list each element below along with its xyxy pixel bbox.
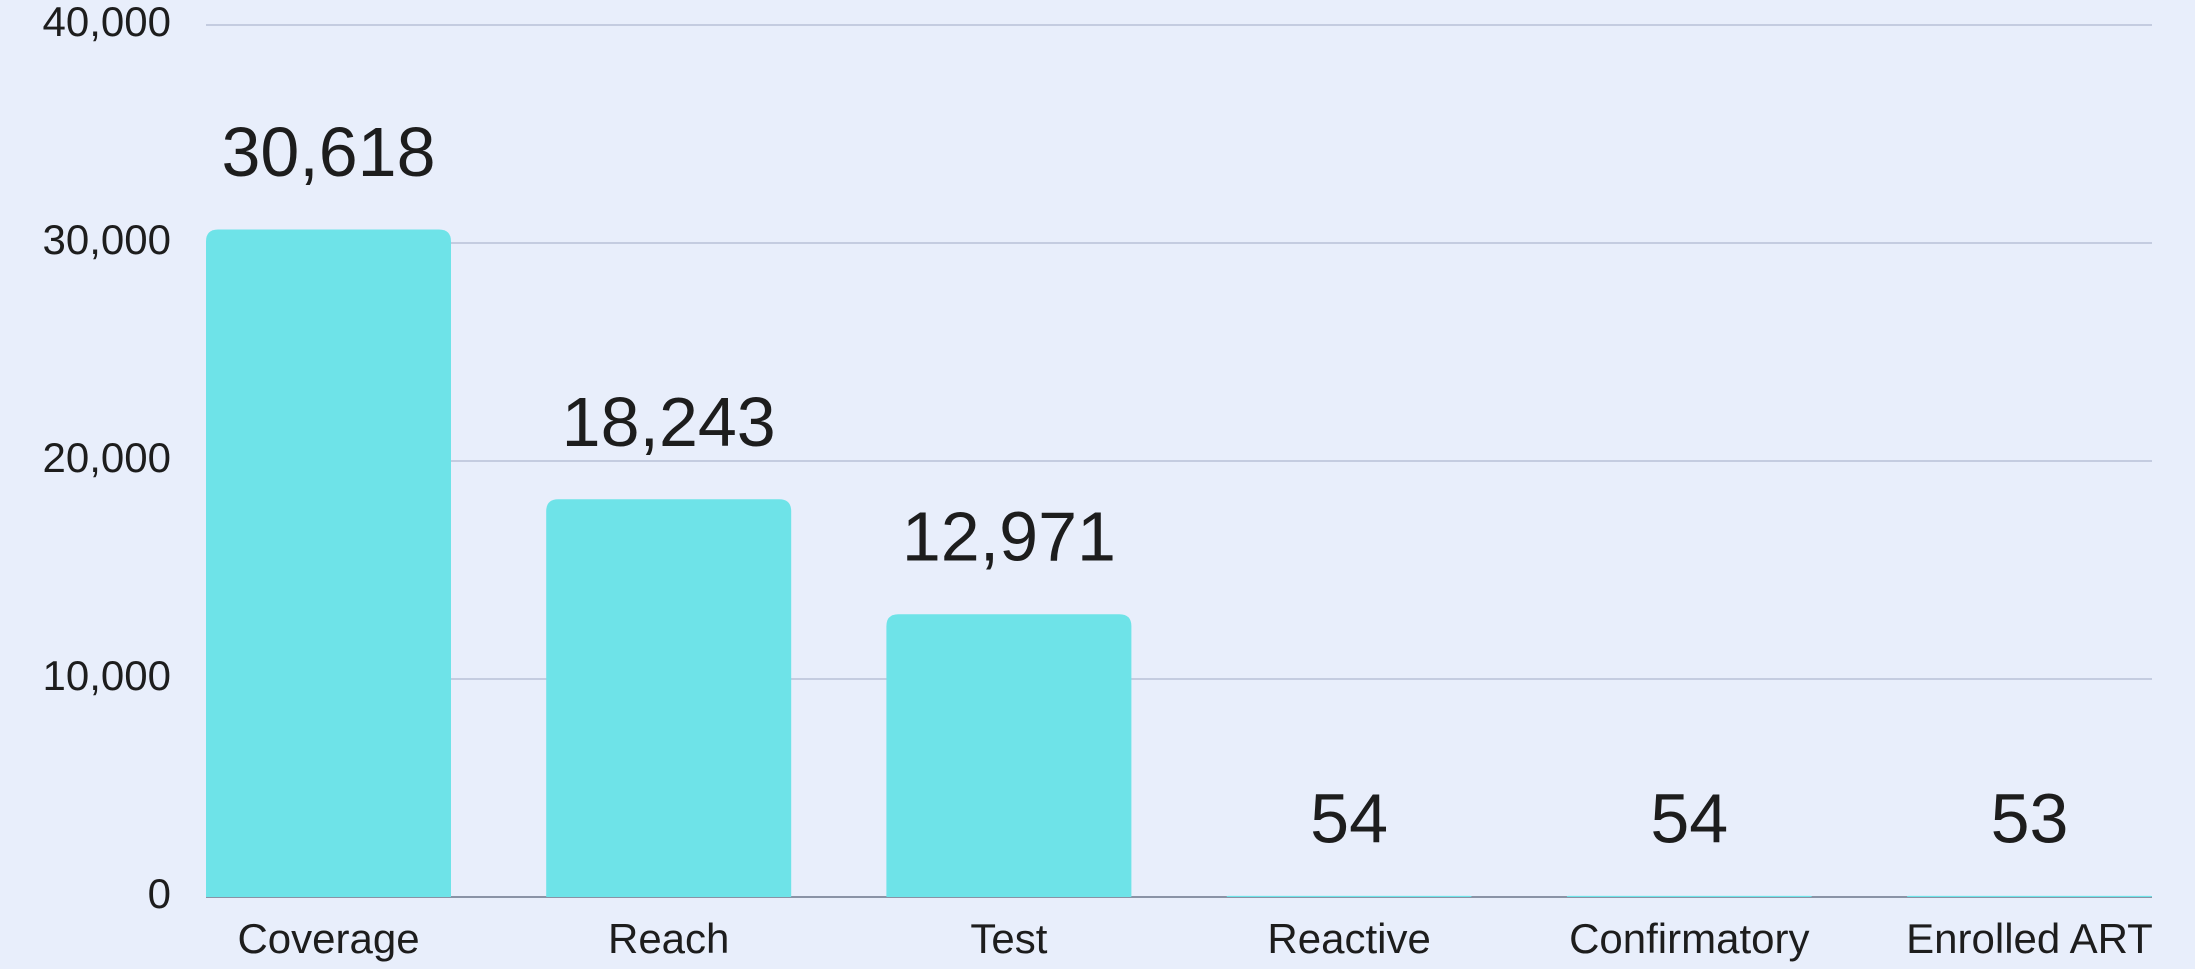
x-tick-label: Reach — [608, 915, 729, 962]
y-tick-label: 10,000 — [43, 652, 171, 699]
value-label: 30,618 — [221, 113, 435, 191]
y-tick-label: 30,000 — [43, 216, 171, 263]
x-tick-label: Reactive — [1267, 915, 1430, 962]
bar — [1907, 895, 2152, 897]
bar — [1566, 895, 1812, 897]
y-tick-label: 0 — [148, 870, 171, 917]
x-tick-label: Test — [970, 915, 1047, 962]
bar — [546, 499, 792, 897]
value-label: 12,971 — [902, 498, 1116, 576]
y-tick-label: 20,000 — [43, 434, 171, 481]
bar — [206, 229, 451, 898]
value-label: 54 — [1650, 779, 1728, 857]
y-tick-label: 40,000 — [43, 0, 171, 45]
x-tick-label: Coverage — [237, 915, 419, 962]
value-label: 53 — [1991, 779, 2069, 857]
value-label: 54 — [1310, 779, 1388, 857]
bar — [886, 614, 1132, 897]
x-tick-label: Confirmatory — [1569, 915, 1809, 962]
value-label: 18,243 — [562, 383, 776, 461]
bar — [1226, 895, 1472, 897]
x-tick-label: Enrolled ART — [1906, 915, 2153, 962]
